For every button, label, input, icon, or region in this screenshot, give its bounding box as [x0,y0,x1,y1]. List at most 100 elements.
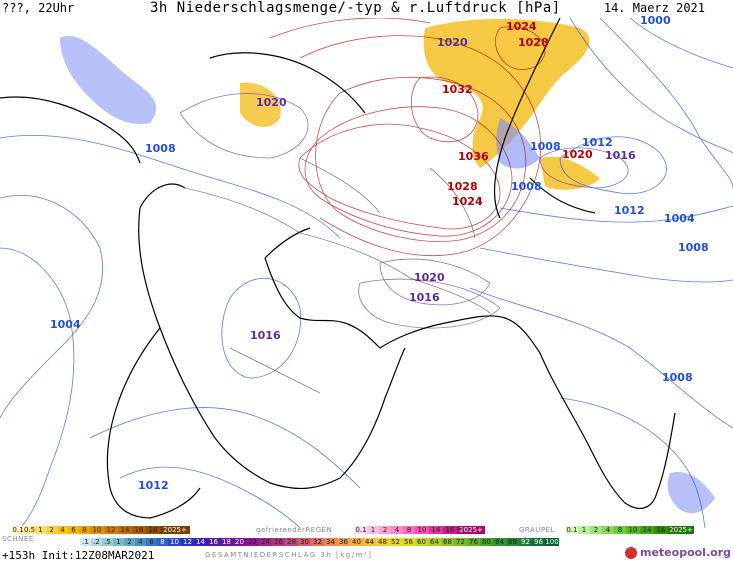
total-tick: .5 [102,538,113,546]
isobar-label: 1036 [458,150,489,163]
legend: 0.1 0.5 1 2 4 6 8 10 12 14 16 18 2025+ g… [0,526,733,566]
total-tick: 20 [233,538,246,546]
graupel-tick: 8 [614,526,626,534]
isobar-label: 1008 [530,140,561,153]
graupel-tick: 16 [654,526,668,534]
total-tick: .1 [80,538,91,546]
regen-tick: 1 [367,526,379,534]
isobar-label: 1028 [518,36,549,49]
total-tick: 26 [272,538,285,546]
regen-tick: 8 [403,526,415,534]
map-header: ???, 22Uhr 3h Niederschlagsmenge/-typ & … [0,0,733,18]
isobar-label: 1016 [605,149,636,162]
brand-logo[interactable]: meteopool.org [625,546,731,559]
isobar-label: 1032 [442,83,473,96]
snow-tick: 0.1 [12,526,24,534]
total-tick: 6 [146,538,157,546]
isobar-label: 1020 [414,271,445,284]
isobar-label: 1012 [582,136,613,149]
schnee-label: SCHNEE [2,535,34,543]
graupel-tick: 0.1 [566,526,578,534]
graupel-label: GRAUPEL [519,526,555,534]
isobar-label: 1016 [409,291,440,304]
snow-tick: 2025+ [160,526,190,534]
isobar-label: 1012 [614,204,645,217]
isobar-label: 1004 [50,318,81,331]
snow-tick: 10 [90,526,104,534]
graupel-tick: 1 [578,526,590,534]
weather-map [0,18,733,528]
total-tick: 44 [363,538,376,546]
total-tick: 84 [493,538,506,546]
total-tick: 52 [389,538,402,546]
regen-label: gefrierenderREGEN [256,526,333,534]
total-tick: 64 [428,538,441,546]
total-tick: 22 [246,538,259,546]
snow-tick: 6 [68,526,79,534]
total-tick: 60 [415,538,428,546]
regen-tick: 14 [429,526,443,534]
total-tick: .2 [91,538,102,546]
total-tick: 80 [480,538,493,546]
graupel-tick: 10 [626,526,640,534]
regen-tick: 2 [379,526,391,534]
precip-snow-east [540,156,600,190]
total-tick: 32 [311,538,324,546]
total-tick: 16 [207,538,220,546]
total-tick: 48 [376,538,389,546]
regen-tick: 0.1 [355,526,367,534]
isobar-label: 1004 [664,212,695,225]
isobar-label: 1024 [506,20,537,33]
total-tick: 88 [506,538,519,546]
total-tick: 1 [113,538,124,546]
isobars-low [0,18,733,528]
total-scale: .1 .2 .5 1 2 4 6 8 10 12 14 16 18 20 22 … [80,538,559,546]
total-tick: 12 [181,538,194,546]
graupel-tick: 4 [602,526,614,534]
snow-tick: 1 [35,526,46,534]
snow-tick: 14 [118,526,132,534]
regen-tick: 4 [391,526,403,534]
total-tick: 72 [454,538,467,546]
isobar-label: 1012 [138,479,169,492]
total-tick: 96 [532,538,545,546]
total-tick: 8 [157,538,168,546]
graupel-tick: 2025+ [668,526,694,534]
coastlines [0,18,676,519]
isobar-label: 1020 [256,96,287,109]
isobar-label: 1008 [662,371,693,384]
logo-text: meteopool.org [640,546,731,559]
snow-tick: 12 [104,526,118,534]
total-tick: 2 [124,538,135,546]
graupel-tick: 2 [590,526,602,534]
isobar-label: 1028 [447,180,478,193]
total-tick: 36 [337,538,350,546]
isobar-label: 1020 [437,36,468,49]
total-tick: 76 [467,538,480,546]
total-tick: 24 [259,538,272,546]
precip-areas [60,18,715,514]
snow-tick: 4 [57,526,68,534]
total-tick: 100 [545,538,559,546]
total-tick: 18 [220,538,233,546]
isobar-label: 1008 [511,180,542,193]
snow-tick: 0.5 [24,526,36,534]
snow-tick: 18 [146,526,160,534]
total-tick: 68 [441,538,454,546]
isobar-label: 1000 [640,14,671,27]
total-tick: 92 [519,538,532,546]
isobar-label: 1020 [562,148,593,161]
regen-tick: 10 [415,526,429,534]
precip-snow-north [423,18,590,169]
borders [184,157,491,394]
total-tick: 28 [285,538,298,546]
snow-tick: 16 [132,526,146,534]
logo-icon [625,546,637,559]
regen-tick: 16 [443,526,457,534]
precip-rain-se [667,472,715,514]
isobars-high [269,18,546,256]
graupel-tick: 14 [640,526,654,534]
total-tick: 14 [194,538,207,546]
regen-tick: 2025+ [457,526,485,534]
header-time: ???, 22Uhr [2,1,75,15]
